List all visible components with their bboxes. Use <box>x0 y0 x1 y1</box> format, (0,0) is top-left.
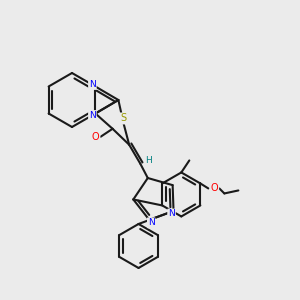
Text: H: H <box>145 156 152 165</box>
Text: N: N <box>89 80 96 89</box>
Text: N: N <box>148 218 154 227</box>
Text: N: N <box>89 111 96 120</box>
Text: S: S <box>120 113 126 124</box>
Text: O: O <box>211 184 218 194</box>
Text: N: N <box>168 209 175 218</box>
Text: O: O <box>92 132 99 142</box>
